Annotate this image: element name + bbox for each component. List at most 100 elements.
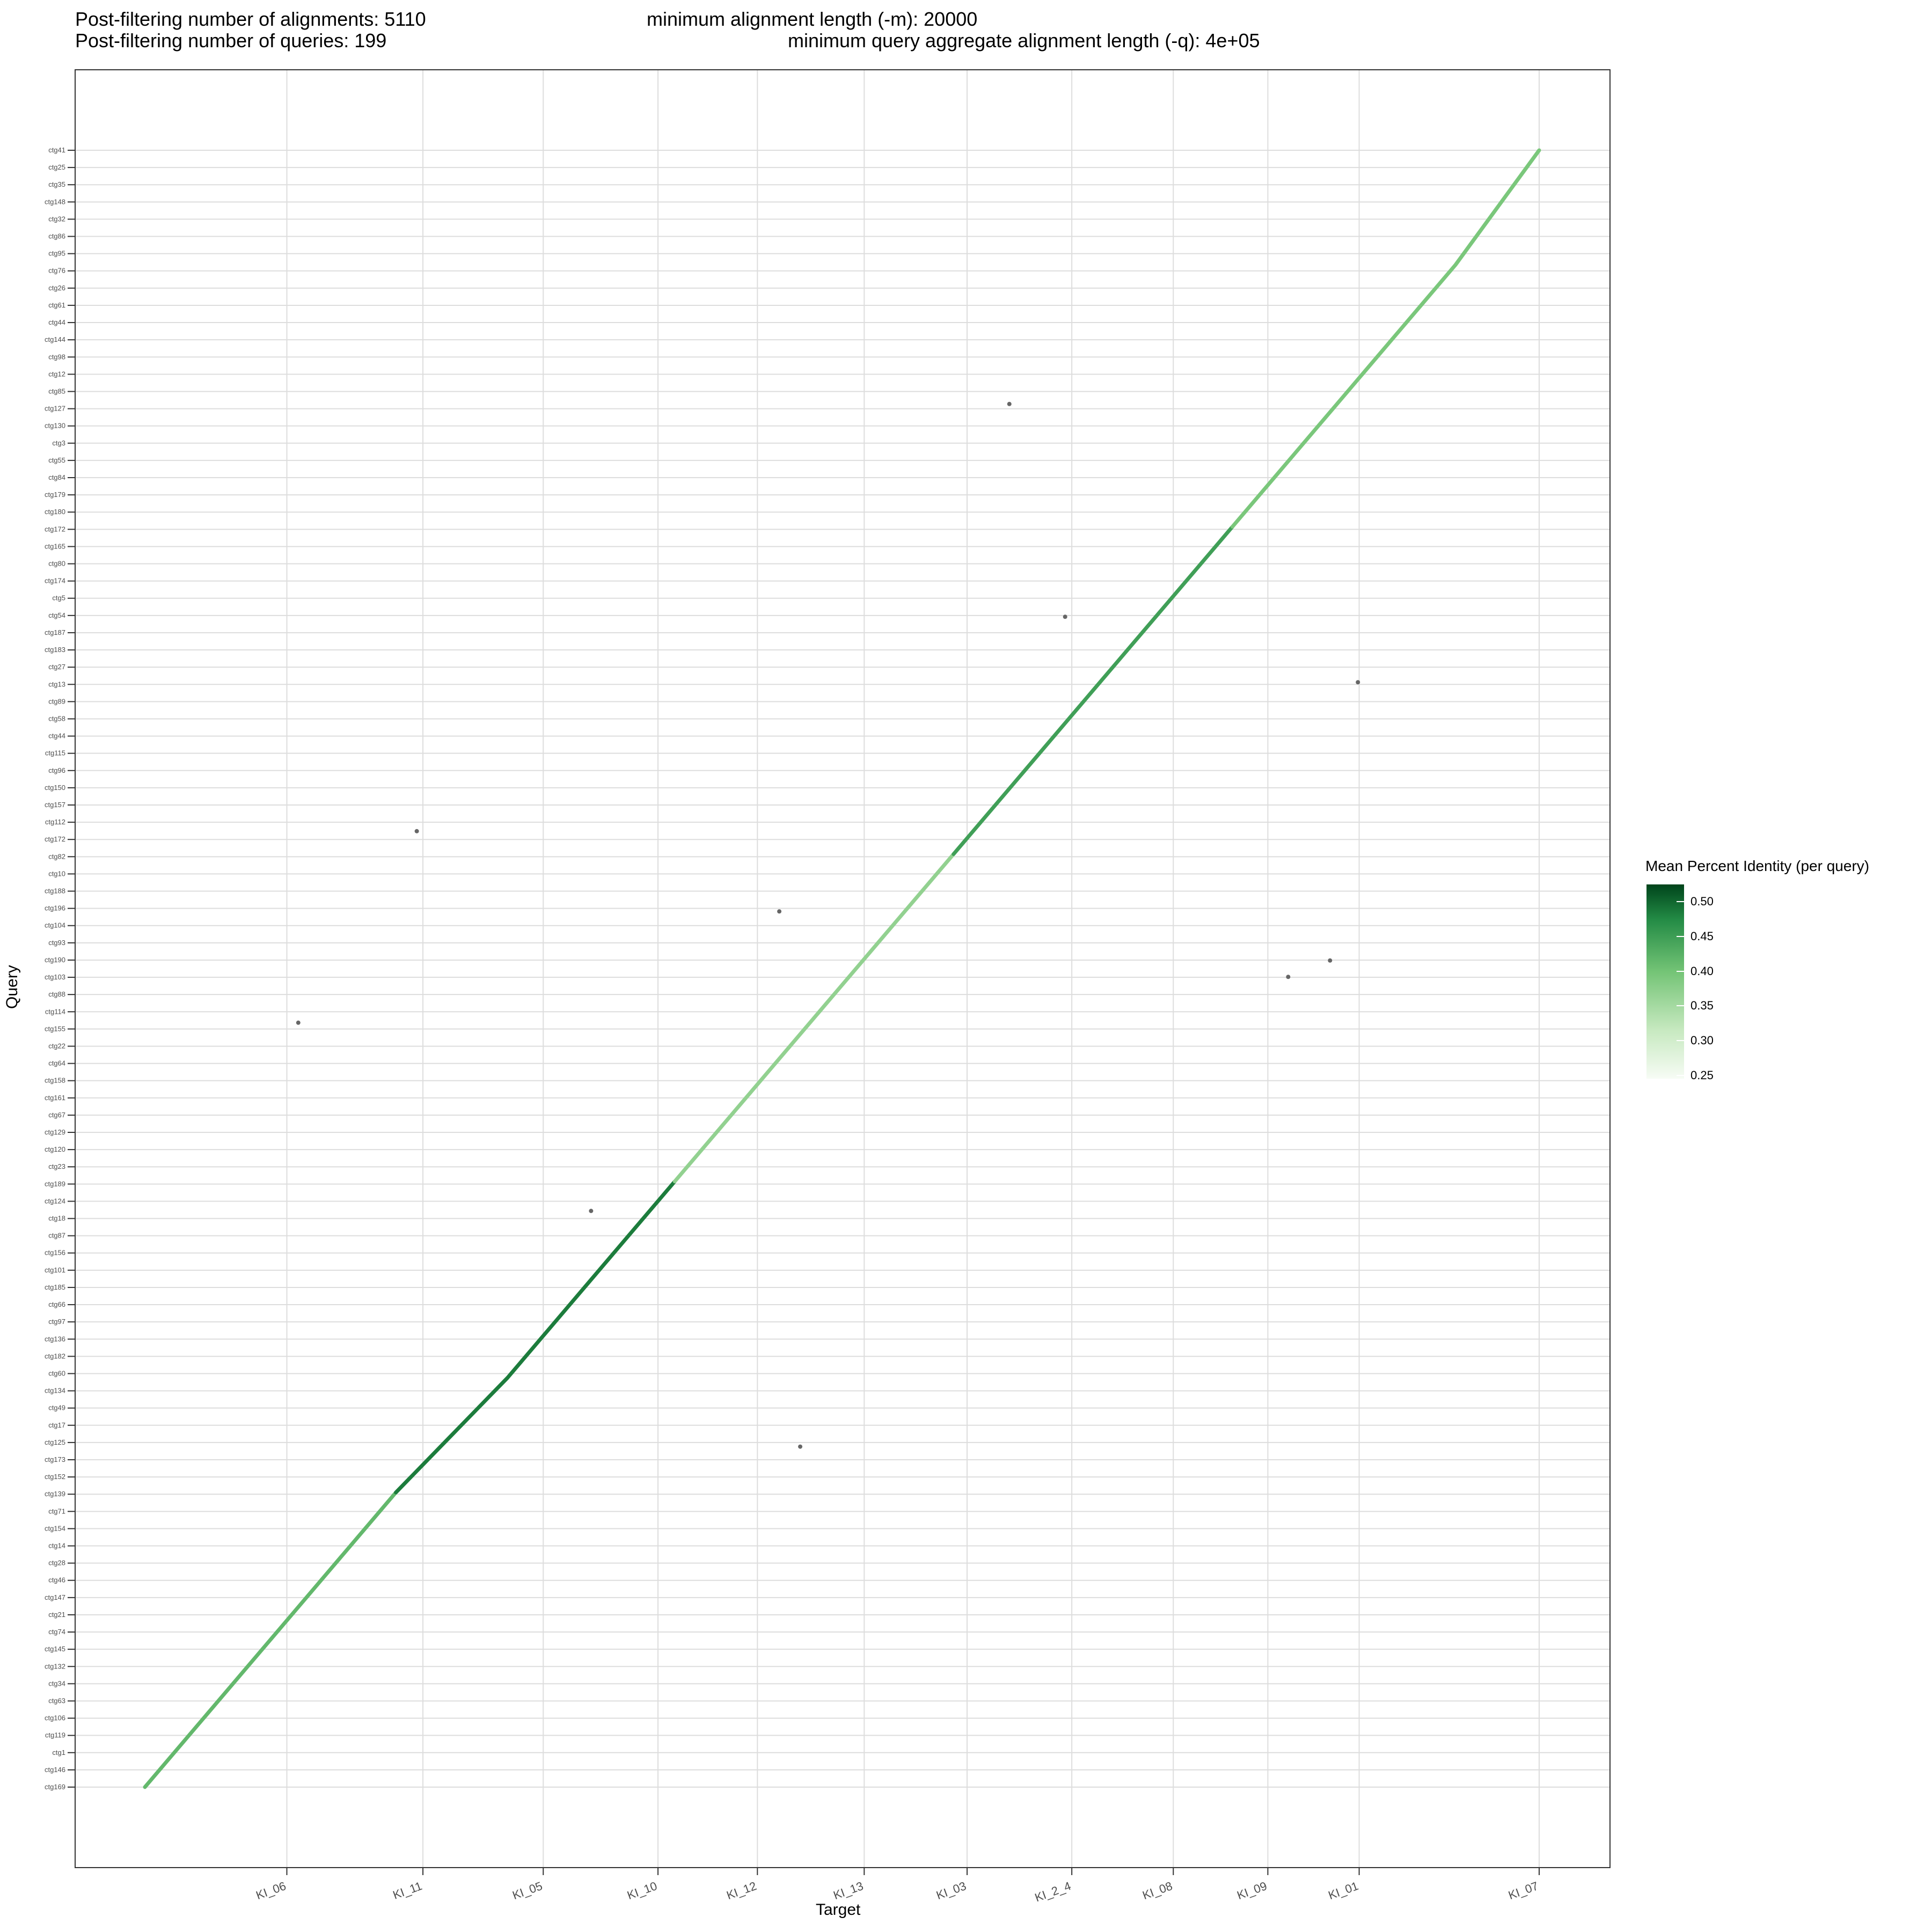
y-tick-label: ctg35 xyxy=(48,180,65,188)
y-tick-label: ctg172 xyxy=(45,525,65,533)
alignment-line xyxy=(952,525,1234,856)
y-tick-label: ctg63 xyxy=(48,1696,65,1704)
x-tick-label: KI_2_4 xyxy=(1033,1879,1073,1904)
y-tick-label: ctg145 xyxy=(45,1645,65,1653)
y-tick-label: ctg174 xyxy=(45,577,65,585)
legend-tick-label: 0.50 xyxy=(1690,895,1714,909)
y-tick-label: ctg21 xyxy=(48,1611,65,1619)
y-tick-label: ctg144 xyxy=(45,335,65,343)
y-tick-label: ctg86 xyxy=(48,232,65,240)
y-tick-label: ctg173 xyxy=(45,1455,65,1463)
y-tick-label: ctg13 xyxy=(48,680,65,688)
y-tick-label: ctg182 xyxy=(45,1352,65,1360)
y-tick-label: ctg119 xyxy=(45,1731,65,1739)
y-tick-label: ctg183 xyxy=(45,646,65,654)
y-tick-label: ctg155 xyxy=(45,1024,65,1033)
queries-count: Post-filtering number of queries: 199 xyxy=(75,30,387,52)
y-tick-label: ctg187 xyxy=(45,628,65,636)
y-tick-label: ctg80 xyxy=(48,560,65,568)
y-tick-label: ctg172 xyxy=(45,835,65,843)
y-tick-label: ctg115 xyxy=(45,749,65,757)
y-tick-label: ctg1 xyxy=(52,1748,65,1757)
alignment-line xyxy=(143,1490,398,1789)
y-tick-label: ctg161 xyxy=(45,1094,65,1102)
x-tick-label: KI_12 xyxy=(724,1879,758,1902)
y-tick-label: ctg146 xyxy=(45,1766,65,1774)
y-tick-label: ctg67 xyxy=(48,1111,65,1119)
y-tick-label: ctg180 xyxy=(45,508,65,516)
y-tick-label: ctg18 xyxy=(48,1214,65,1223)
y-tick-label: ctg26 xyxy=(48,284,65,292)
legend-tick-mark xyxy=(1677,901,1684,903)
legend-tick-label: 0.35 xyxy=(1690,999,1714,1013)
outlier-point xyxy=(798,1444,803,1449)
min-query-aggregate-length: minimum query aggregate alignment length… xyxy=(788,30,1260,52)
y-tick-label: ctg190 xyxy=(45,956,65,964)
y-tick-label: ctg158 xyxy=(45,1077,65,1085)
y-tick-label: ctg165 xyxy=(45,542,65,550)
y-tick-label: ctg136 xyxy=(45,1335,65,1343)
y-tick-label: ctg17 xyxy=(48,1421,65,1429)
legend-tick-mark xyxy=(1677,1040,1684,1041)
outlier-point xyxy=(777,909,782,914)
y-tick-label: ctg101 xyxy=(45,1266,65,1274)
y-tick-label: ctg96 xyxy=(48,766,65,774)
y-tick-label: ctg93 xyxy=(48,939,65,947)
alignment-series xyxy=(143,148,1541,1789)
y-tick-label: ctg98 xyxy=(48,353,65,361)
y-tick-label: ctg64 xyxy=(48,1059,65,1067)
y-tick-label: ctg188 xyxy=(45,887,65,895)
y-tick-label: ctg10 xyxy=(48,869,65,877)
y-tick-label: ctg5 xyxy=(52,594,65,602)
legend-tick-mark xyxy=(1677,970,1684,972)
x-tick-label: KI_03 xyxy=(934,1879,968,1902)
y-tick-label: ctg120 xyxy=(45,1145,65,1153)
outlier-point xyxy=(296,1020,301,1025)
y-tick-label: ctg46 xyxy=(48,1576,65,1584)
alignment-line xyxy=(672,852,956,1183)
outlier-points xyxy=(296,401,1360,1449)
y-tick-label: ctg114 xyxy=(45,1007,65,1015)
y-tick-label: ctg112 xyxy=(45,818,65,826)
y-tick-label: ctg32 xyxy=(48,215,65,223)
outlier-point xyxy=(1063,614,1067,619)
y-tick-label: ctg97 xyxy=(48,1318,65,1326)
y-gridlines xyxy=(76,150,1609,1788)
y-tick-label: ctg134 xyxy=(45,1387,65,1395)
y-tick-label: ctg3 xyxy=(52,439,65,447)
outlier-point xyxy=(1356,680,1360,685)
y-tick-label: ctg28 xyxy=(48,1559,65,1567)
y-tick-label: ctg132 xyxy=(45,1662,65,1670)
y-tick-label: ctg196 xyxy=(45,904,65,912)
y-axis-title: Query xyxy=(3,965,21,1009)
y-tick-label: ctg147 xyxy=(45,1593,65,1601)
y-tick-label: ctg12 xyxy=(48,370,65,378)
y-tick-label: ctg76 xyxy=(48,267,65,275)
y-tick-label: ctg124 xyxy=(45,1197,65,1205)
y-tick-label: ctg157 xyxy=(45,801,65,809)
y-ticks: ctg41 ctg25 ctg35 ctg148 ctg32 ctg86 ctg95 ctg7… xyxy=(45,146,75,1791)
outlier-point xyxy=(589,1209,594,1213)
y-tick-label: ctg55 xyxy=(48,456,65,464)
y-tick-label: ctg58 xyxy=(48,714,65,722)
y-tick-label: ctg87 xyxy=(48,1232,65,1240)
y-tick-label: ctg60 xyxy=(48,1369,65,1377)
legend-tick-label: 0.40 xyxy=(1690,964,1714,978)
y-tick-label: ctg125 xyxy=(45,1438,65,1446)
min-alignment-length: minimum alignment length (-m): 20000 xyxy=(647,8,978,30)
legend-title: Mean Percent Identity (per query) xyxy=(1645,858,1870,874)
y-tick-label: ctg27 xyxy=(48,663,65,671)
legend-tick-label: 0.30 xyxy=(1690,1033,1714,1047)
x-ticks: KI_06 KI_11 KI_05 KI_10 KI_12 KI_13 KI_03 KI_2_… xyxy=(254,1868,1540,1905)
legend-tick-mark xyxy=(1677,1005,1684,1007)
outlier-point xyxy=(1286,975,1291,979)
y-tick-label: ctg85 xyxy=(48,387,65,395)
y-tick-label: ctg104 xyxy=(45,921,65,930)
y-tick-label: ctg106 xyxy=(45,1714,65,1722)
x-tick-label: KI_13 xyxy=(831,1879,865,1902)
y-tick-label: ctg25 xyxy=(48,163,65,171)
x-tick-label: KI_11 xyxy=(391,1879,424,1902)
y-tick-label: ctg44 xyxy=(48,732,65,740)
outlier-point xyxy=(1328,958,1333,963)
